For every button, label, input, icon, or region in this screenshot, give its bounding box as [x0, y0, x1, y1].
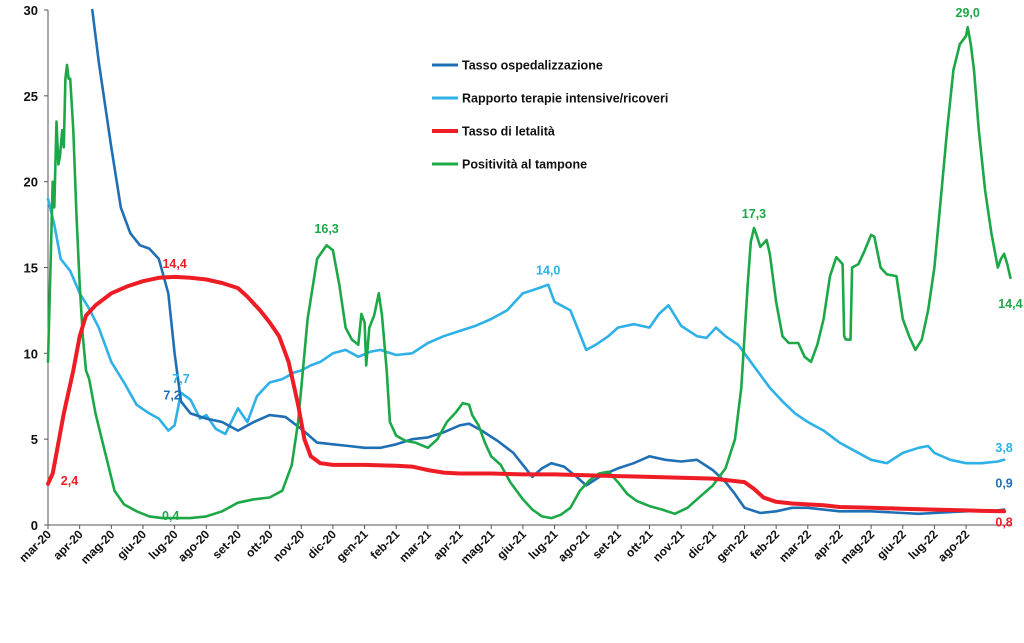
x-tick-label: mag-20 — [78, 527, 118, 567]
data-label: 7,7 — [172, 372, 189, 386]
x-tick-label: gen-21 — [333, 527, 370, 564]
data-label: 7,2 — [163, 388, 180, 402]
y-tick-label: 10 — [24, 346, 38, 361]
x-tick-label: lug-21 — [526, 527, 561, 562]
legend-label: Tasso di letalità — [462, 125, 555, 139]
data-label: 14,0 — [536, 264, 560, 278]
x-tick-label: mar-21 — [396, 527, 434, 565]
data-label: 0,8 — [995, 515, 1012, 529]
x-tick-label: nov-21 — [650, 527, 687, 564]
data-label: 2,4 — [61, 474, 78, 488]
data-label: 14,4 — [162, 257, 186, 271]
x-tick-label: ago-22 — [935, 527, 972, 564]
series-line-3 — [46, 25, 1012, 520]
data-label: 3,8 — [995, 441, 1012, 455]
y-tick-label: 20 — [24, 175, 38, 190]
x-tick-label: mar-22 — [776, 527, 814, 565]
data-label: 14,4 — [998, 297, 1022, 311]
x-tick-label: set-21 — [590, 527, 625, 562]
legend: Tasso ospedalizzazione Rapporto terapie i… — [432, 59, 668, 172]
x-tick-label: ago-20 — [175, 527, 212, 564]
series-line-1 — [46, 197, 1006, 465]
y-tick-label: 30 — [24, 3, 38, 18]
x-tick-label: gen-22 — [713, 527, 750, 564]
y-tick-label: 25 — [24, 89, 38, 104]
x-tick-label: lug-22 — [906, 527, 941, 562]
legend-label: Tasso ospedalizzazione — [462, 59, 603, 73]
y-tick-label: 5 — [31, 432, 38, 447]
data-label: 0,9 — [995, 477, 1012, 491]
x-tick-label: ago-21 — [555, 527, 592, 564]
data-label: 29,0 — [956, 6, 980, 20]
y-tick-label: 15 — [24, 261, 38, 276]
x-tick-label: mag-21 — [458, 527, 498, 567]
data-labels: 2,4 14,4 7,7 7,2 0,4 16,3 14,0 17,3 29,0 14,4 3,8 0… — [61, 6, 1023, 529]
x-tick-label: nov-20 — [270, 527, 307, 564]
y-tick-label: 0 — [31, 518, 38, 533]
data-label: 17,3 — [742, 207, 766, 221]
data-label: 0,4 — [162, 509, 179, 523]
series-layer — [46, 8, 1012, 520]
data-label: 16,3 — [314, 222, 338, 236]
legend-label: Rapporto terapie intensive/ricoveri — [462, 92, 668, 106]
x-tick-label: giu-20 — [114, 527, 149, 562]
x-tick-label: set-20 — [210, 527, 245, 562]
x-tick-label: mag-22 — [838, 527, 878, 567]
legend-label: Positività al tampone — [462, 158, 587, 172]
series-line-0 — [91, 8, 1006, 516]
x-tick-label: giu-21 — [494, 527, 529, 562]
x-tick-label: lug-20 — [146, 527, 181, 562]
series-line-2 — [46, 274, 1007, 514]
x-tick-label: giu-22 — [874, 527, 909, 562]
